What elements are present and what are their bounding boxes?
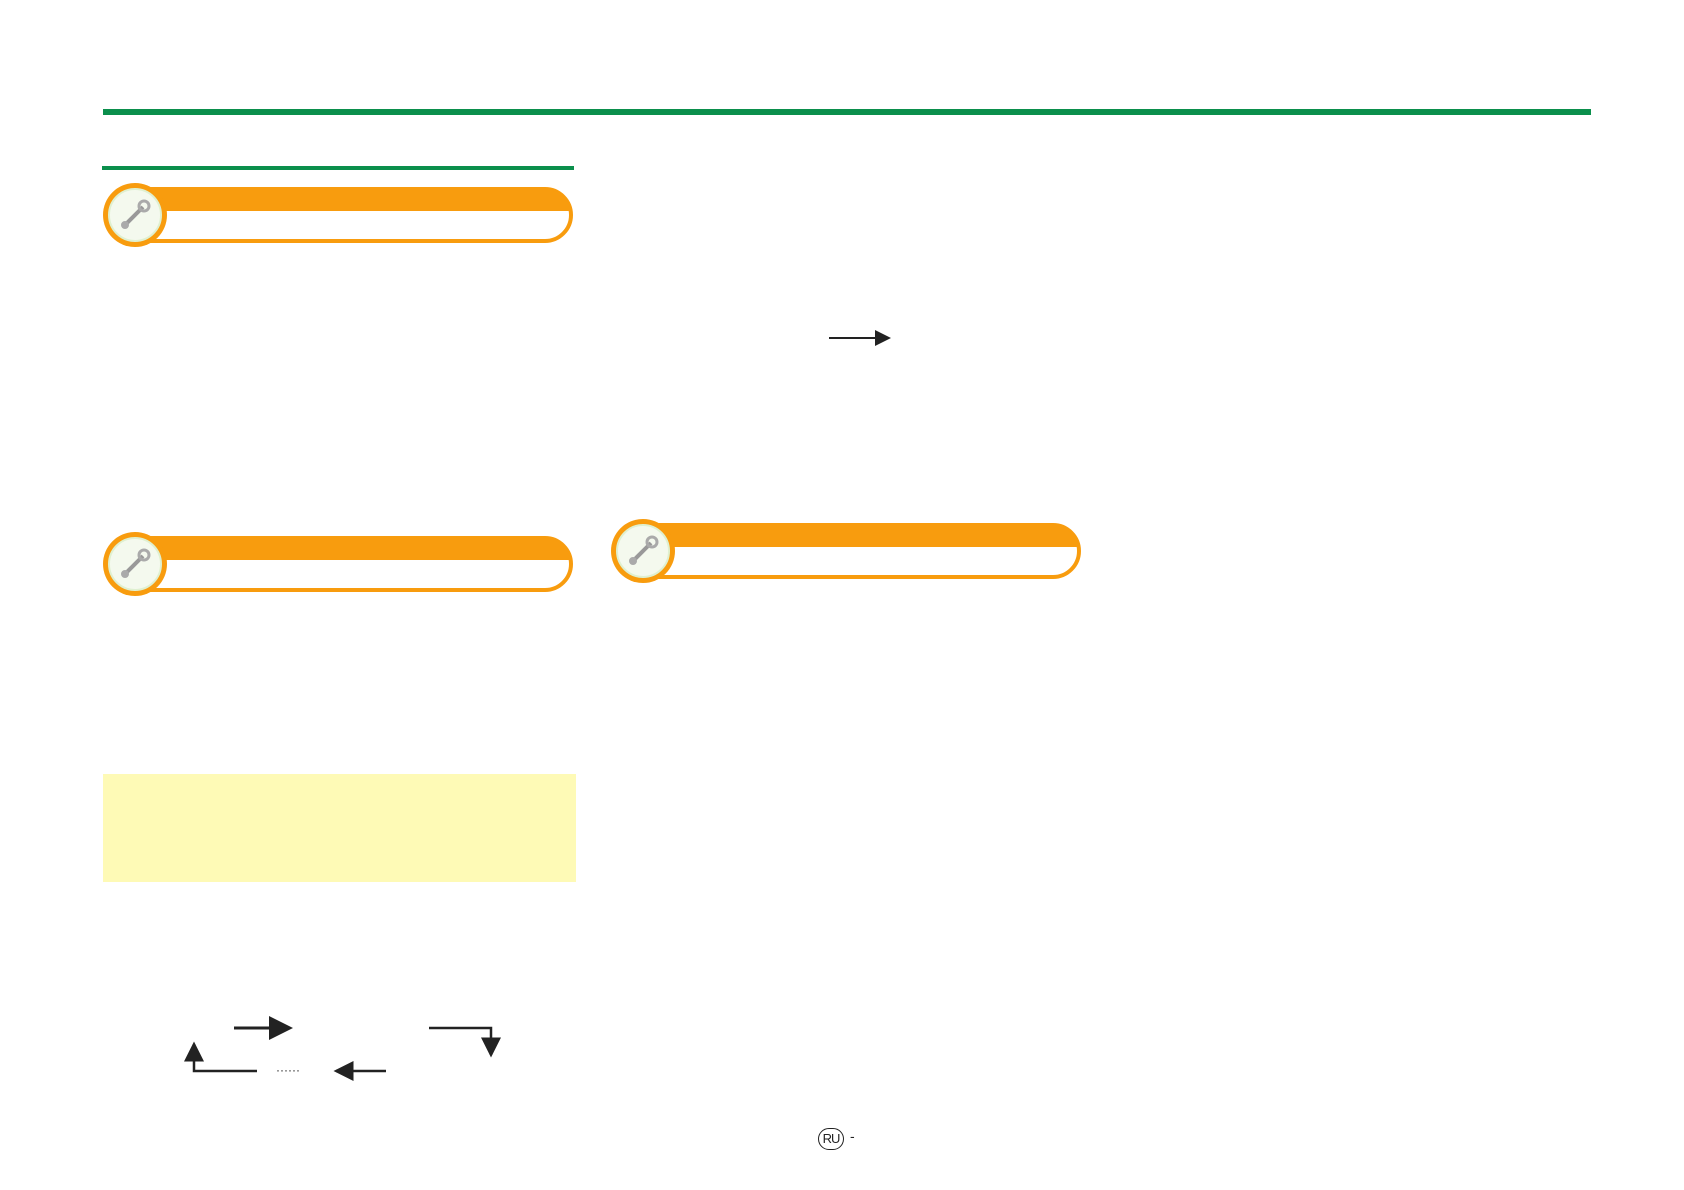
language-badge: RU — [818, 1128, 844, 1150]
ellipsis: ······ — [276, 1063, 300, 1077]
wrench-icon — [121, 199, 151, 229]
down-arrow-icon — [429, 1026, 501, 1058]
section-rule — [102, 166, 574, 170]
up-arrow-icon — [184, 1041, 257, 1073]
section-header-1 — [103, 183, 573, 247]
top-rule — [103, 109, 1591, 115]
note-box — [103, 774, 576, 882]
section-header-3 — [611, 519, 1081, 583]
section-header-2 — [103, 532, 573, 596]
wrench-icon — [629, 535, 659, 565]
page-number-suffix: - — [850, 1128, 855, 1144]
wrench-icon — [121, 548, 151, 578]
